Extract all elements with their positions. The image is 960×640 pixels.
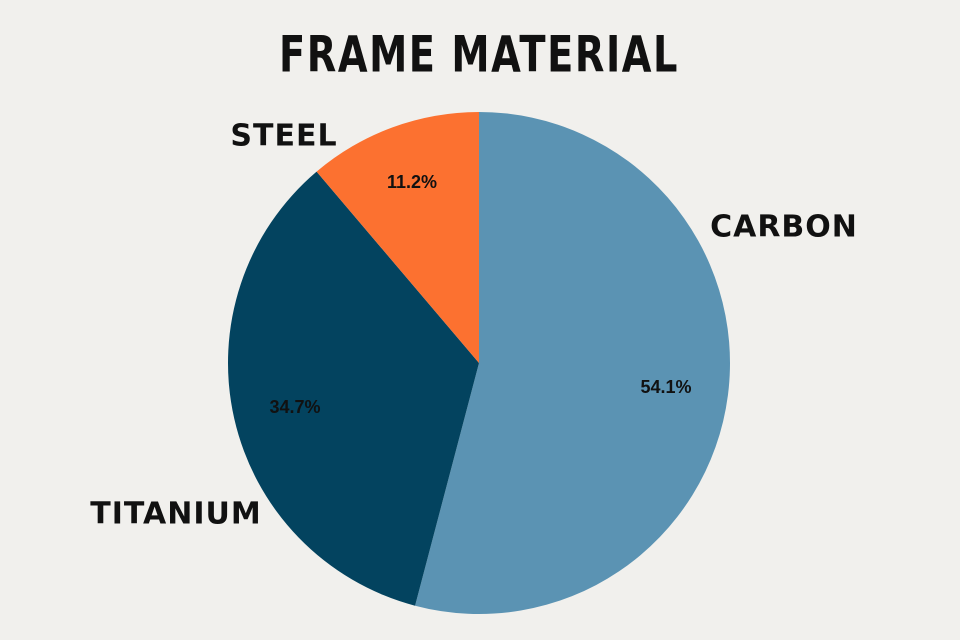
slice-category-label: STEEL [230, 119, 337, 154]
slice-category-label: TITANIUM [90, 497, 261, 532]
chart-title: FRAME MATERIAL [279, 26, 679, 84]
slice-value-label: 54.1% [640, 377, 691, 397]
pie-slice [228, 171, 479, 606]
slice-category-label: CARBON [710, 210, 858, 245]
slice-value-label: 11.2% [387, 172, 437, 192]
pie-slice [316, 112, 479, 363]
slice-value-label: 34.7% [269, 397, 320, 417]
pie-slice [415, 112, 731, 614]
